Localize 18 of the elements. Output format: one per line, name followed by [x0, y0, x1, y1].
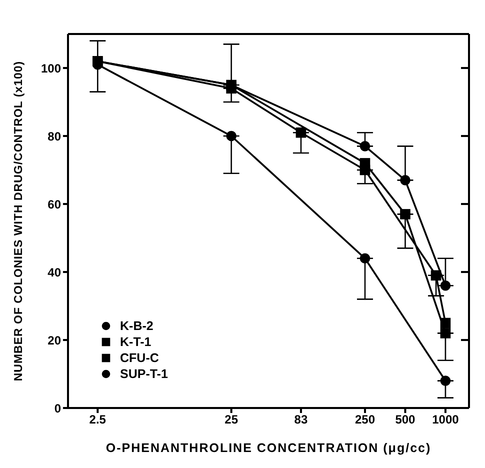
- y-tick-label: 0: [54, 401, 62, 416]
- x-axis-title: O-PHENANTHROLINE CONCENTRATION (μg/cc): [106, 441, 432, 455]
- x-tick-label: 25: [224, 412, 238, 427]
- legend-label: CFU-C: [120, 351, 159, 365]
- legend-label: SUP-T-1: [120, 367, 168, 381]
- y-tick-label: 100: [40, 61, 62, 76]
- y-axis-title: NUMBER OF COLONIES WITH DRUG/CONTROL (x100): [13, 60, 26, 382]
- y-tick-label: 40: [48, 265, 62, 280]
- y-tick-label: 60: [48, 197, 62, 212]
- x-tick-label: 500: [395, 412, 416, 427]
- x-tick-label: 2.5: [89, 412, 106, 427]
- x-tick-label: 250: [354, 412, 376, 427]
- y-tick-label: 80: [48, 129, 62, 144]
- legend-label: K-T-1: [120, 335, 152, 349]
- y-tick-label: 20: [48, 333, 62, 348]
- legend-label: K-B-2: [120, 319, 154, 333]
- x-tick-label: 1000: [432, 412, 460, 427]
- x-tick-label: 83: [294, 412, 308, 427]
